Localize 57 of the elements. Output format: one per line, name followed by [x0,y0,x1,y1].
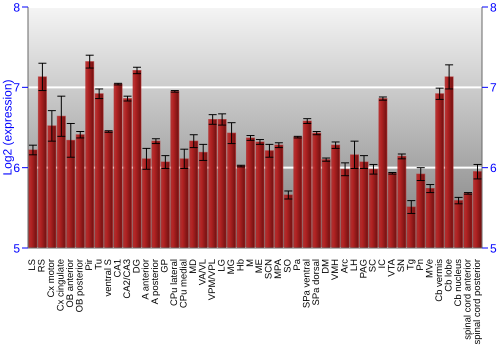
x-tick-label: VPM/VPL [206,259,218,300]
x-tick-label: Cb vermis [434,258,445,302]
x-tick-label: RS [36,259,48,272]
x-tick-label: DG [131,259,142,274]
x-tick-label: Tu [93,259,104,270]
x-tick-label: VA/VL [197,259,208,286]
y2-tick-label: 6 [490,160,497,175]
x-tick-label: VMH [330,258,341,280]
x-tick-label: LS [27,259,38,271]
x-tick-label: Cx cingulate [56,259,67,312]
y-tick-label: 6 [13,160,20,175]
x-tick-label: Pa [292,258,304,271]
x-tick-label: CA2/CA3 [122,259,133,299]
x-tick-label: A posterior [150,259,162,304]
x-tick-label: VTA [386,258,398,277]
y2-tick-label: 8 [490,0,497,14]
x-tick-label: ventral S [102,259,114,296]
x-tick-label: IC [377,258,388,268]
x-tick-label: ME [254,259,266,274]
y-axis-title: Log2 (expression) [0,79,14,176]
x-tick-label: spinal cord anterior [462,259,474,340]
x-tick-label: MVe [424,259,436,278]
x-tick-label: CPu medial [178,259,190,308]
x-tick-label: CPu lateral [169,259,180,306]
x-tick-label: Tg [406,259,417,270]
x-tick-label: Cx motor [46,259,58,298]
x-tick-label: SC [368,258,379,272]
x-tick-label: Cb lobe [443,259,454,292]
x-tick-label: MD [188,258,200,274]
x-tick-label: OB anterior [65,259,76,308]
x-tick-label: CA1 [112,259,124,278]
x-tick-label: Pn [415,259,426,271]
x-tick-label: LG [216,259,228,272]
x-tick-label: DM [320,258,332,274]
y2-tick-label: 5 [490,241,497,256]
x-tick-label: Hb [235,259,246,272]
x-tick-label: Arc [339,258,350,274]
y-tick-label: 8 [13,0,20,14]
x-tick-label: MG [226,259,237,274]
y2-tick-label: 7 [490,80,497,95]
x-tick-label: SCN [264,258,275,280]
y-tick-label: 5 [13,241,20,256]
x-tick-label: OB posterior [74,259,86,312]
x-tick-label: SPa ventral [302,259,313,308]
x-tick-label: SPa dorsal [310,259,322,306]
x-tick-label: Cb nucleus [452,258,464,307]
x-tick-label: LH [348,258,360,272]
x-tick-label: SN [396,258,408,272]
x-tick-label: M [244,258,256,267]
y-tick-label: 7 [13,80,20,95]
x-tick-label: PAG [358,259,370,278]
x-tick-label: Pir [84,259,95,271]
x-tick-label: spinal cord posterior [472,259,483,345]
x-tick-label: SO [282,259,294,273]
x-tick-label: GP [160,259,171,273]
x-tick-label: MPA [273,258,284,279]
x-tick-label: A anterior [140,259,152,300]
